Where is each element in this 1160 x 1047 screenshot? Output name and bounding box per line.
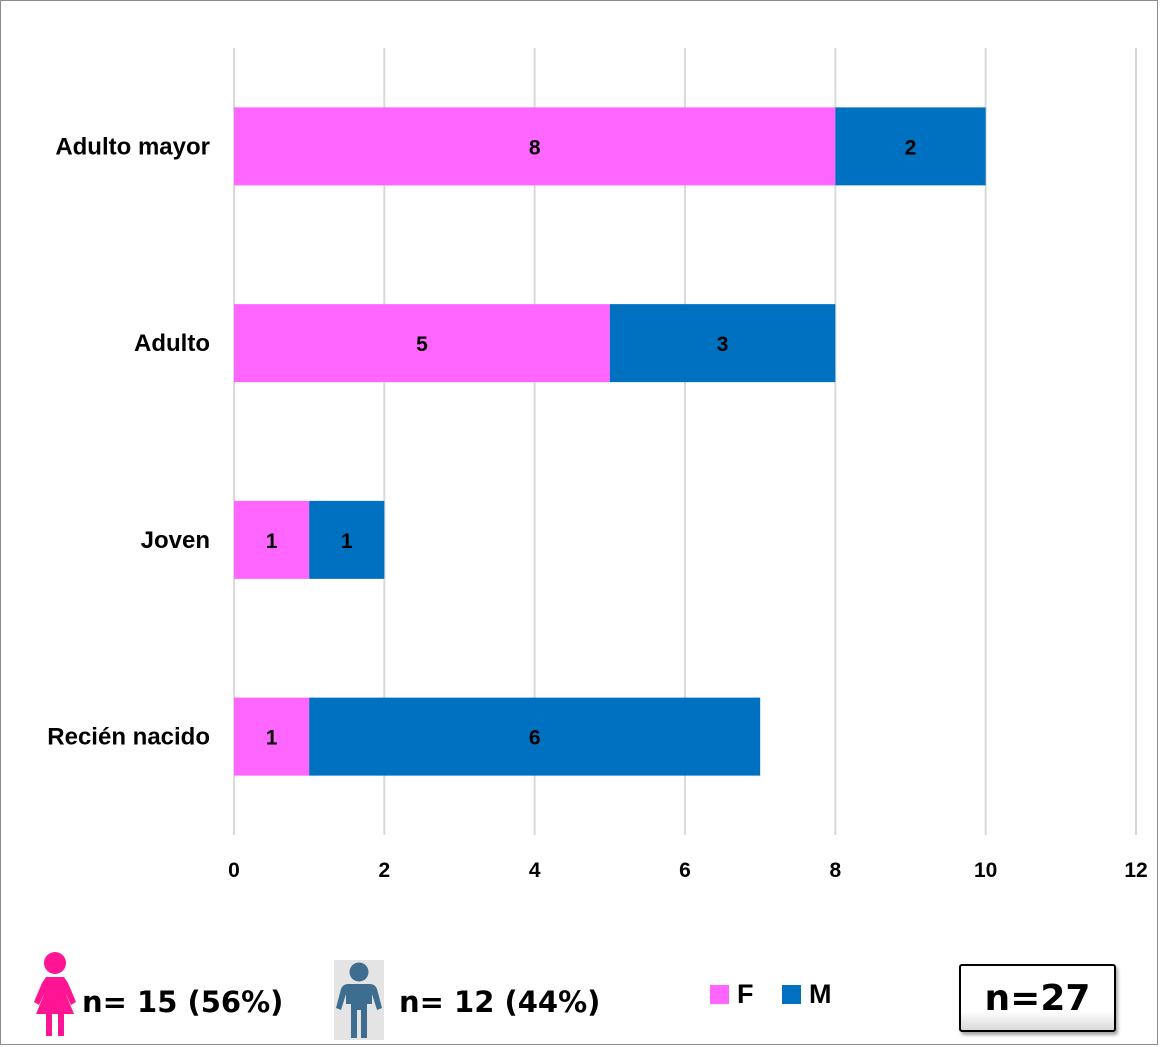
x-tick-label: 0 — [228, 859, 240, 882]
legend-label-m: M — [809, 979, 832, 1009]
legend-swatch-m — [782, 985, 801, 1004]
male-count: n= 12 (44%) — [399, 985, 601, 1019]
stacked-bar-chart: 1 61 15 38 2 Recién nacidoJovenAdultoAdulto … — [47, 48, 1148, 882]
bar-data-label: 1 — [341, 530, 353, 553]
x-tick-label: 2 — [378, 859, 390, 882]
legend-item-m: M — [782, 979, 832, 1010]
total-count-label: n=27 — [984, 977, 1091, 1019]
category-label: Adulto mayor — [55, 133, 210, 160]
x-tick-label: 4 — [529, 859, 541, 882]
bar-segment-f — [234, 697, 310, 776]
bar-segment-m — [609, 304, 836, 383]
bars: 1 61 15 38 2 — [234, 107, 986, 776]
female-count: n= 15 (56%) — [82, 985, 284, 1019]
bar-data-label: 3 — [717, 333, 729, 356]
category-label: Joven — [141, 527, 210, 554]
bar-data-label: 6 — [529, 727, 541, 750]
female-person-icon — [34, 952, 76, 1036]
total-count-box: n=27 — [959, 964, 1116, 1032]
legend-swatch-f — [710, 985, 729, 1004]
bar-data-label: 1 — [266, 727, 278, 750]
male-person-icon — [334, 960, 384, 1040]
legend-label-f: F — [737, 979, 754, 1009]
category-labels: Recién nacido Joven Adulto Adulto mayor — [47, 133, 210, 750]
bar-segment-f — [234, 500, 310, 579]
x-tick-label: 8 — [829, 859, 841, 882]
legend-item-f: F — [710, 979, 754, 1010]
x-tick-label: 10 — [974, 859, 997, 882]
bar-data-label: 5 — [416, 333, 428, 356]
x-axis-tick-labels: 0 2 4 6 8 10 12 — [228, 859, 1148, 882]
bar-data-label: 1 — [266, 530, 278, 553]
bar-data-label: 8 — [529, 136, 541, 159]
bar-segment-m — [835, 107, 986, 186]
bar-segment-m — [309, 697, 761, 776]
x-tick-label: 6 — [679, 859, 691, 882]
category-label: Recién nacido — [47, 724, 210, 751]
x-tick-label: 12 — [1124, 859, 1147, 882]
bar-data-label: 2 — [905, 136, 917, 159]
bar-segment-m — [309, 500, 385, 579]
bar-segment-f — [234, 304, 610, 383]
bar-segment-f — [234, 107, 836, 186]
category-label: Adulto — [134, 330, 210, 357]
